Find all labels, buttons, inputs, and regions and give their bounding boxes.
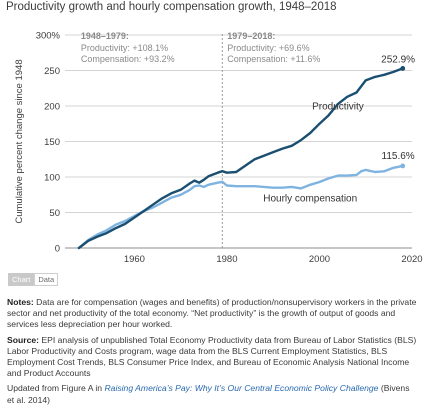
period-productivity: Productivity: +108.1% (81, 43, 168, 53)
period-compensation: Compensation: +11.6% (227, 54, 320, 64)
period-heading: 1979–2018: (227, 31, 275, 41)
productivity-line (77, 67, 404, 250)
y-tick-label: 50 (49, 208, 60, 219)
productivity-series-label: Productivity (312, 102, 364, 113)
line-chart: 0 50 100 150 200 250 300% 1960 1980 2000 2020 Cum… (14, 31, 423, 266)
x-tick-label: 2020 (401, 254, 422, 265)
x-tick-label: 1980 (216, 254, 237, 265)
tab-chart[interactable]: Chart (8, 273, 35, 286)
notes-paragraph: Notes: Data are for compensation (wages … (7, 297, 419, 331)
y-tick-label: 300% (36, 31, 61, 42)
y-tick-label: 100 (44, 173, 60, 184)
y-axis-title: Cumulative percent change since 1948 (14, 59, 25, 223)
y-tick-label: 250 (44, 66, 60, 77)
y-tick-label: 200 (44, 102, 60, 113)
chart-title: Productivity growth and hourly compensat… (6, 1, 337, 13)
notes-text: Data are for compensation (wages and ben… (7, 297, 417, 330)
period-annotations: 1948–1979:Productivity: +108.1%Compensat… (81, 31, 321, 64)
source-paragraph: Source: EPI analysis of unpublished Tota… (7, 335, 419, 380)
view-tabs: Chart Data (8, 273, 59, 286)
x-tick-label: 2000 (309, 254, 330, 265)
tab-data[interactable]: Data (34, 273, 59, 286)
source-label: Source: (7, 334, 39, 345)
y-tick-label: 150 (44, 137, 60, 148)
period-heading: 1948–1979: (81, 31, 129, 41)
productivity-end-point (400, 66, 406, 71)
chart-notes: Notes: Data are for compensation (wages … (7, 297, 419, 410)
source-report-link[interactable]: Raising America’s Pay: Why It’s Our Cent… (104, 383, 379, 394)
compensation-end-point (400, 163, 406, 169)
compensation-end-label: 115.6% (382, 151, 415, 162)
updated-prefix: Updated from Figure A in (7, 383, 105, 394)
productivity-end-label: 252.9% (381, 54, 415, 65)
series-lines (77, 66, 406, 250)
y-axis-tick-labels: 0 50 100 150 200 250 300% (36, 31, 61, 255)
notes-label: Notes: (7, 297, 34, 307)
x-tick-label: 1960 (124, 254, 145, 265)
compensation-series-label: Hourly compensation (263, 193, 357, 204)
gridlines (65, 34, 412, 249)
source-text: EPI analysis of unpublished Total Econom… (7, 334, 417, 379)
x-axis-tick-labels: 1960 1980 2000 2020 (124, 254, 423, 265)
compensation-line (77, 164, 404, 250)
updated-suffix: (Bivens et al. 2014) (7, 383, 410, 405)
y-tick-label: 0 (55, 244, 60, 255)
period-productivity: Productivity: +69.6% (227, 43, 309, 53)
period-compensation: Compensation: +93.2% (81, 54, 175, 64)
series-labels: Productivity Hourly compensation 252.9% 115… (263, 54, 415, 204)
updated-paragraph: Updated from Figure A in Raising America… (7, 383, 419, 405)
